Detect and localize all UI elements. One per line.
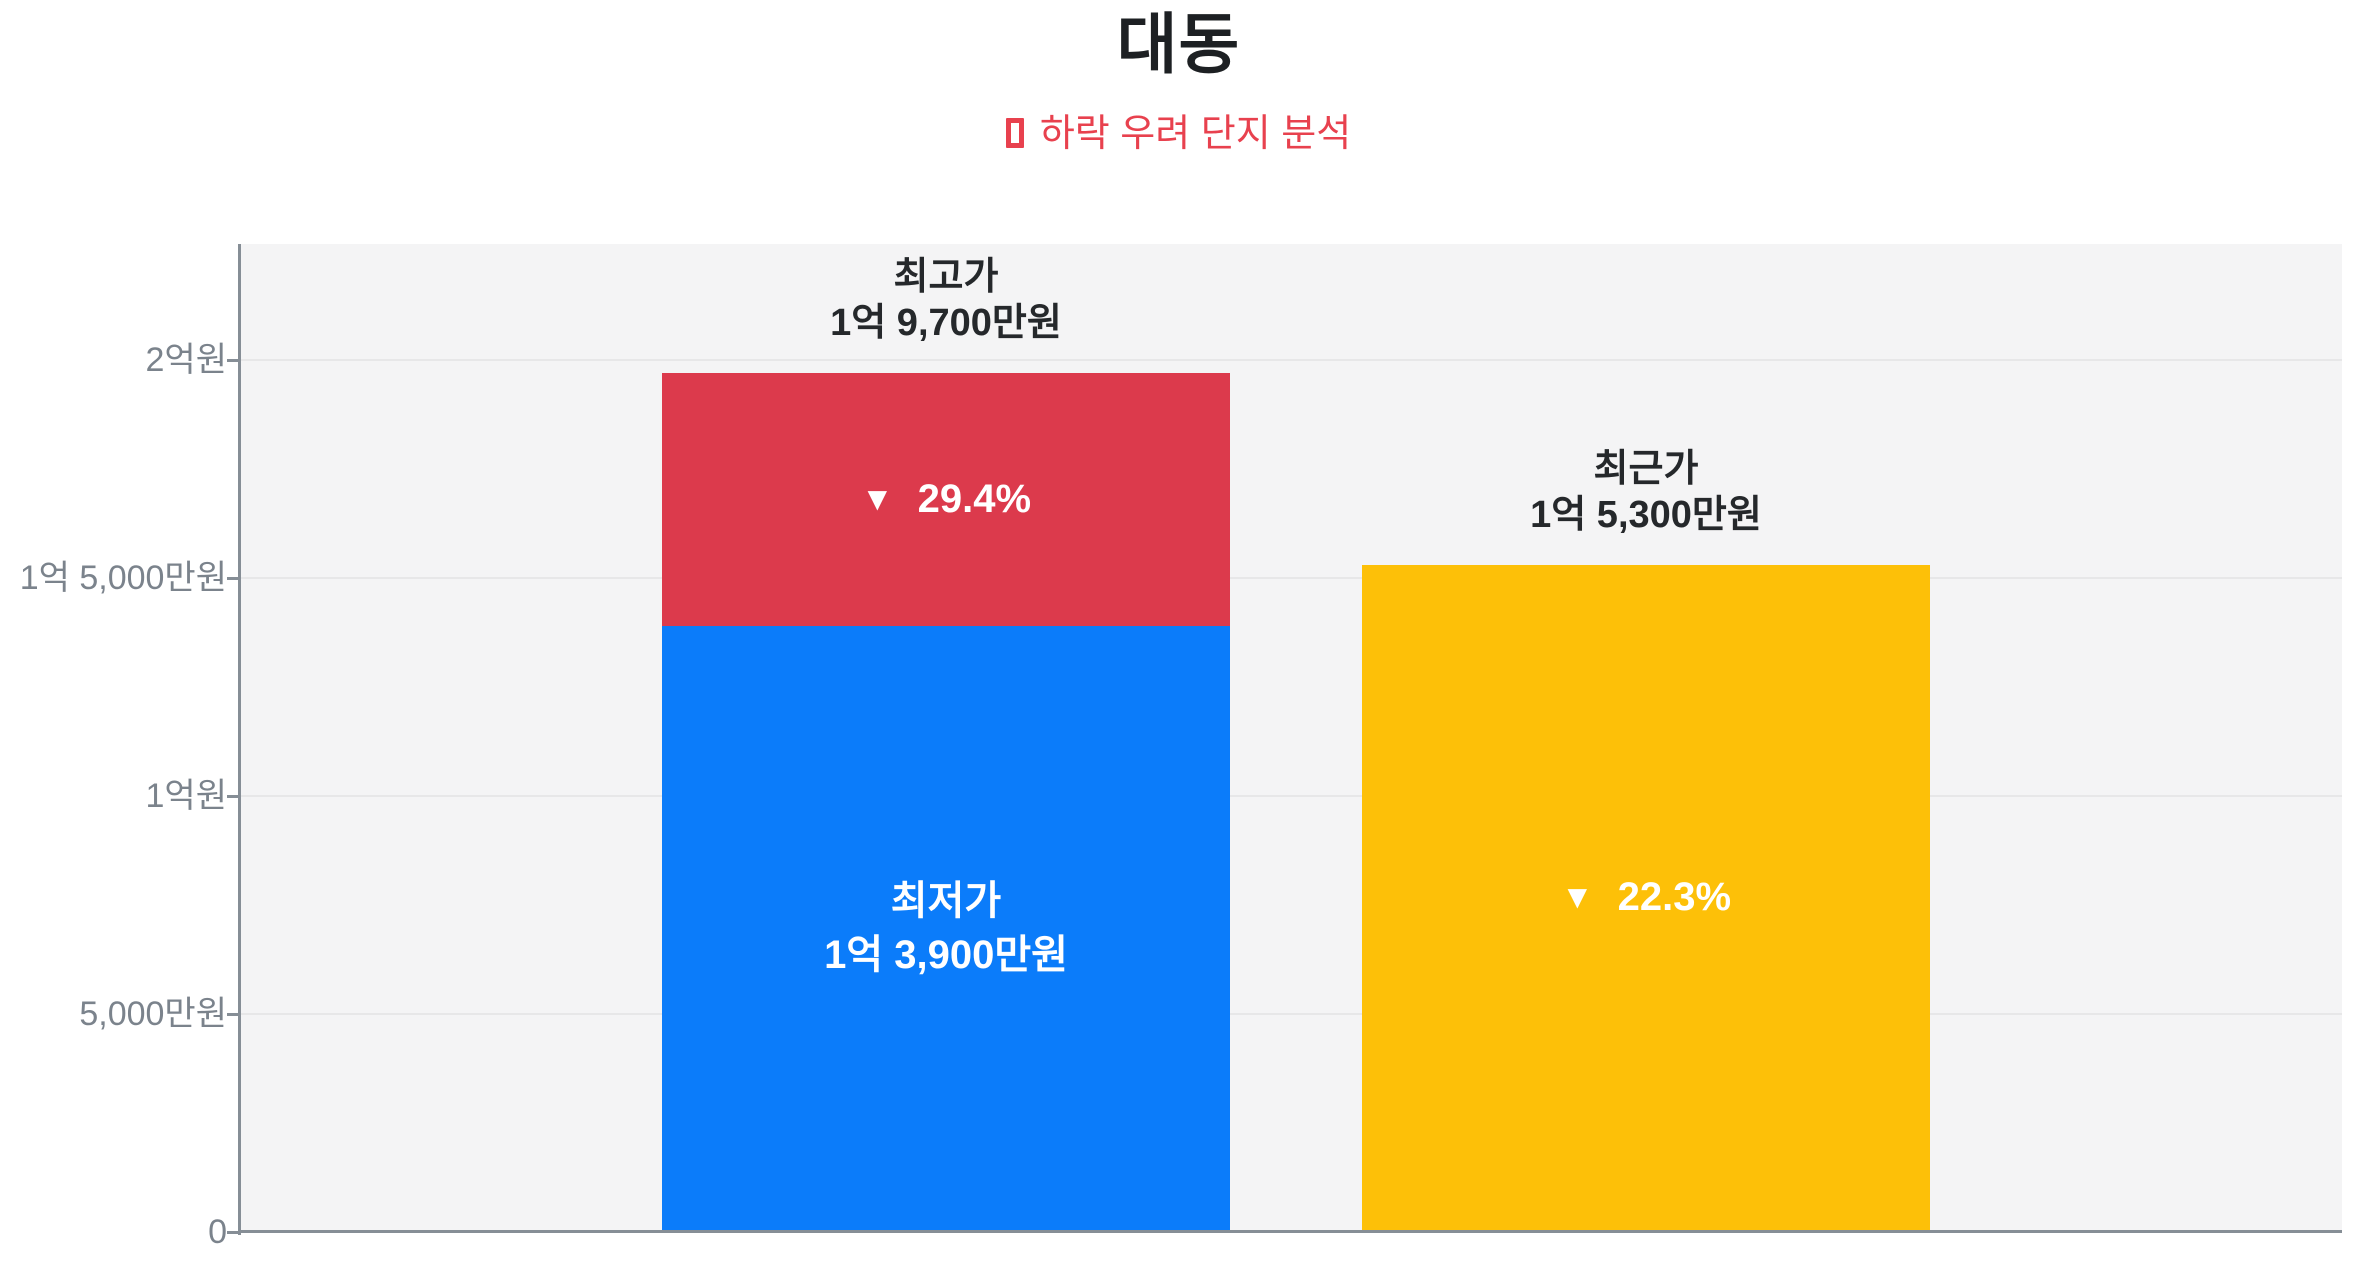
chart-subtitle-label: 하락 우려 단지 분석 (1039, 113, 1352, 155)
drop-percent-value: 29.4% (917, 476, 1032, 521)
bar-top-label-line: 최근가 (1593, 447, 1699, 490)
y-axis-tick (227, 1012, 241, 1016)
y-axis-tick (227, 358, 241, 362)
segment-label: 최저가 1억 3,900만원 (824, 874, 1068, 982)
bar-top-label-line: 1억 9,700만원 (830, 302, 1062, 345)
chart-title: 대동 (1116, 7, 1241, 81)
price-range-bar-segment: ▼ 29.4% (662, 373, 1230, 626)
y-axis-tick (227, 794, 241, 798)
missing-glyph-box-icon (1005, 118, 1024, 148)
y-axis-tick-label: 1억 5,000만원 (19, 558, 227, 597)
recent-price-bar-top-label: 최근가 1억 5,300만원 (1246, 446, 2046, 538)
drop-percent-value: 22.3% (1617, 874, 1732, 919)
down-triangle-icon: ▼ (860, 479, 894, 517)
y-axis-line (238, 244, 241, 1235)
recent-price-bar-segment: ▼ 22.3% (1362, 564, 1930, 1230)
y-axis-tick-label: 1억원 (145, 776, 227, 815)
down-triangle-icon: ▼ (1560, 877, 1594, 915)
bar-top-label-line: 1억 5,300만원 (1530, 493, 1762, 536)
bar-top-label-line: 최고가 (893, 256, 999, 299)
gridline (241, 358, 2342, 361)
plot-background (241, 244, 2342, 1232)
price-range-bar-segment: 최저가 1억 3,900만원 (662, 625, 1230, 1230)
x-axis-line (238, 1230, 2342, 1233)
y-axis-tick-label: 2억원 (145, 340, 227, 379)
gridline (241, 576, 2342, 579)
drop-percent-label: ▼ 22.3% (1561, 875, 1731, 920)
segment-label-line: 최저가 (890, 878, 1002, 923)
price-range-bar-top-label: 최고가 1억 9,700만원 (546, 254, 1346, 346)
gridline (241, 1012, 2342, 1015)
drop-percent-label: ▼ 29.4% (861, 477, 1031, 522)
y-axis-tick-label: 0 (208, 1213, 227, 1251)
y-axis-tick (227, 1231, 241, 1234)
y-axis-tick (227, 576, 241, 580)
chart-subtitle: 하락 우려 단지 분석 (0, 108, 2357, 160)
y-axis-tick-label: 5,000만원 (79, 994, 227, 1033)
segment-label-line: 1억 3,900만원 (824, 932, 1068, 977)
gridline (241, 794, 2342, 797)
